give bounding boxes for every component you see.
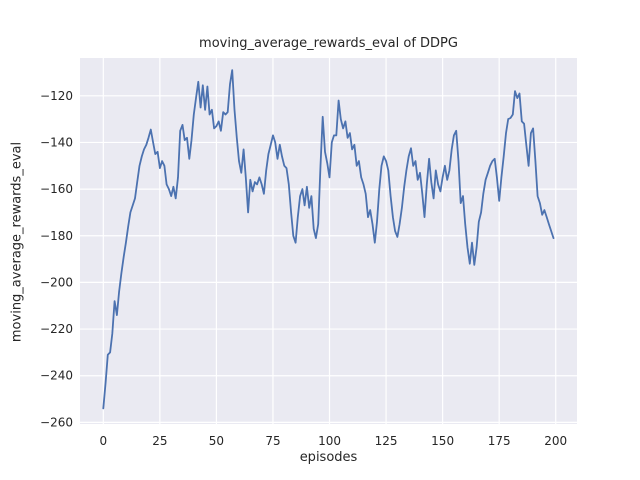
x-tick-label: 150 (431, 434, 454, 448)
x-tick-label: 50 (209, 434, 224, 448)
y-tick-label: −120 (40, 89, 73, 103)
y-tick-label: −140 (40, 135, 73, 149)
reward-line (102, 69, 555, 410)
y-tick-label: −180 (40, 229, 73, 243)
y-tick-label: −260 (40, 415, 73, 429)
x-tick-label: 125 (375, 434, 398, 448)
x-tick-label: 175 (488, 434, 511, 448)
y-tick-label: −200 (40, 275, 73, 289)
y-tick-label: −160 (40, 182, 73, 196)
y-tick-label: −220 (40, 322, 73, 336)
chart-title: moving_average_rewards_eval of DDPG (199, 36, 458, 51)
x-tick-label: 200 (544, 434, 567, 448)
axes-background (80, 58, 577, 424)
y-tick-label: −240 (40, 369, 73, 383)
x-tick-label: 0 (99, 434, 107, 448)
y-axis-label: moving_average_rewards_eval (9, 141, 25, 343)
x-tick-label: 100 (318, 434, 341, 448)
x-axis-label: episodes (299, 450, 358, 465)
x-tick-label: 25 (152, 434, 167, 448)
x-tick-label: 75 (265, 434, 280, 448)
